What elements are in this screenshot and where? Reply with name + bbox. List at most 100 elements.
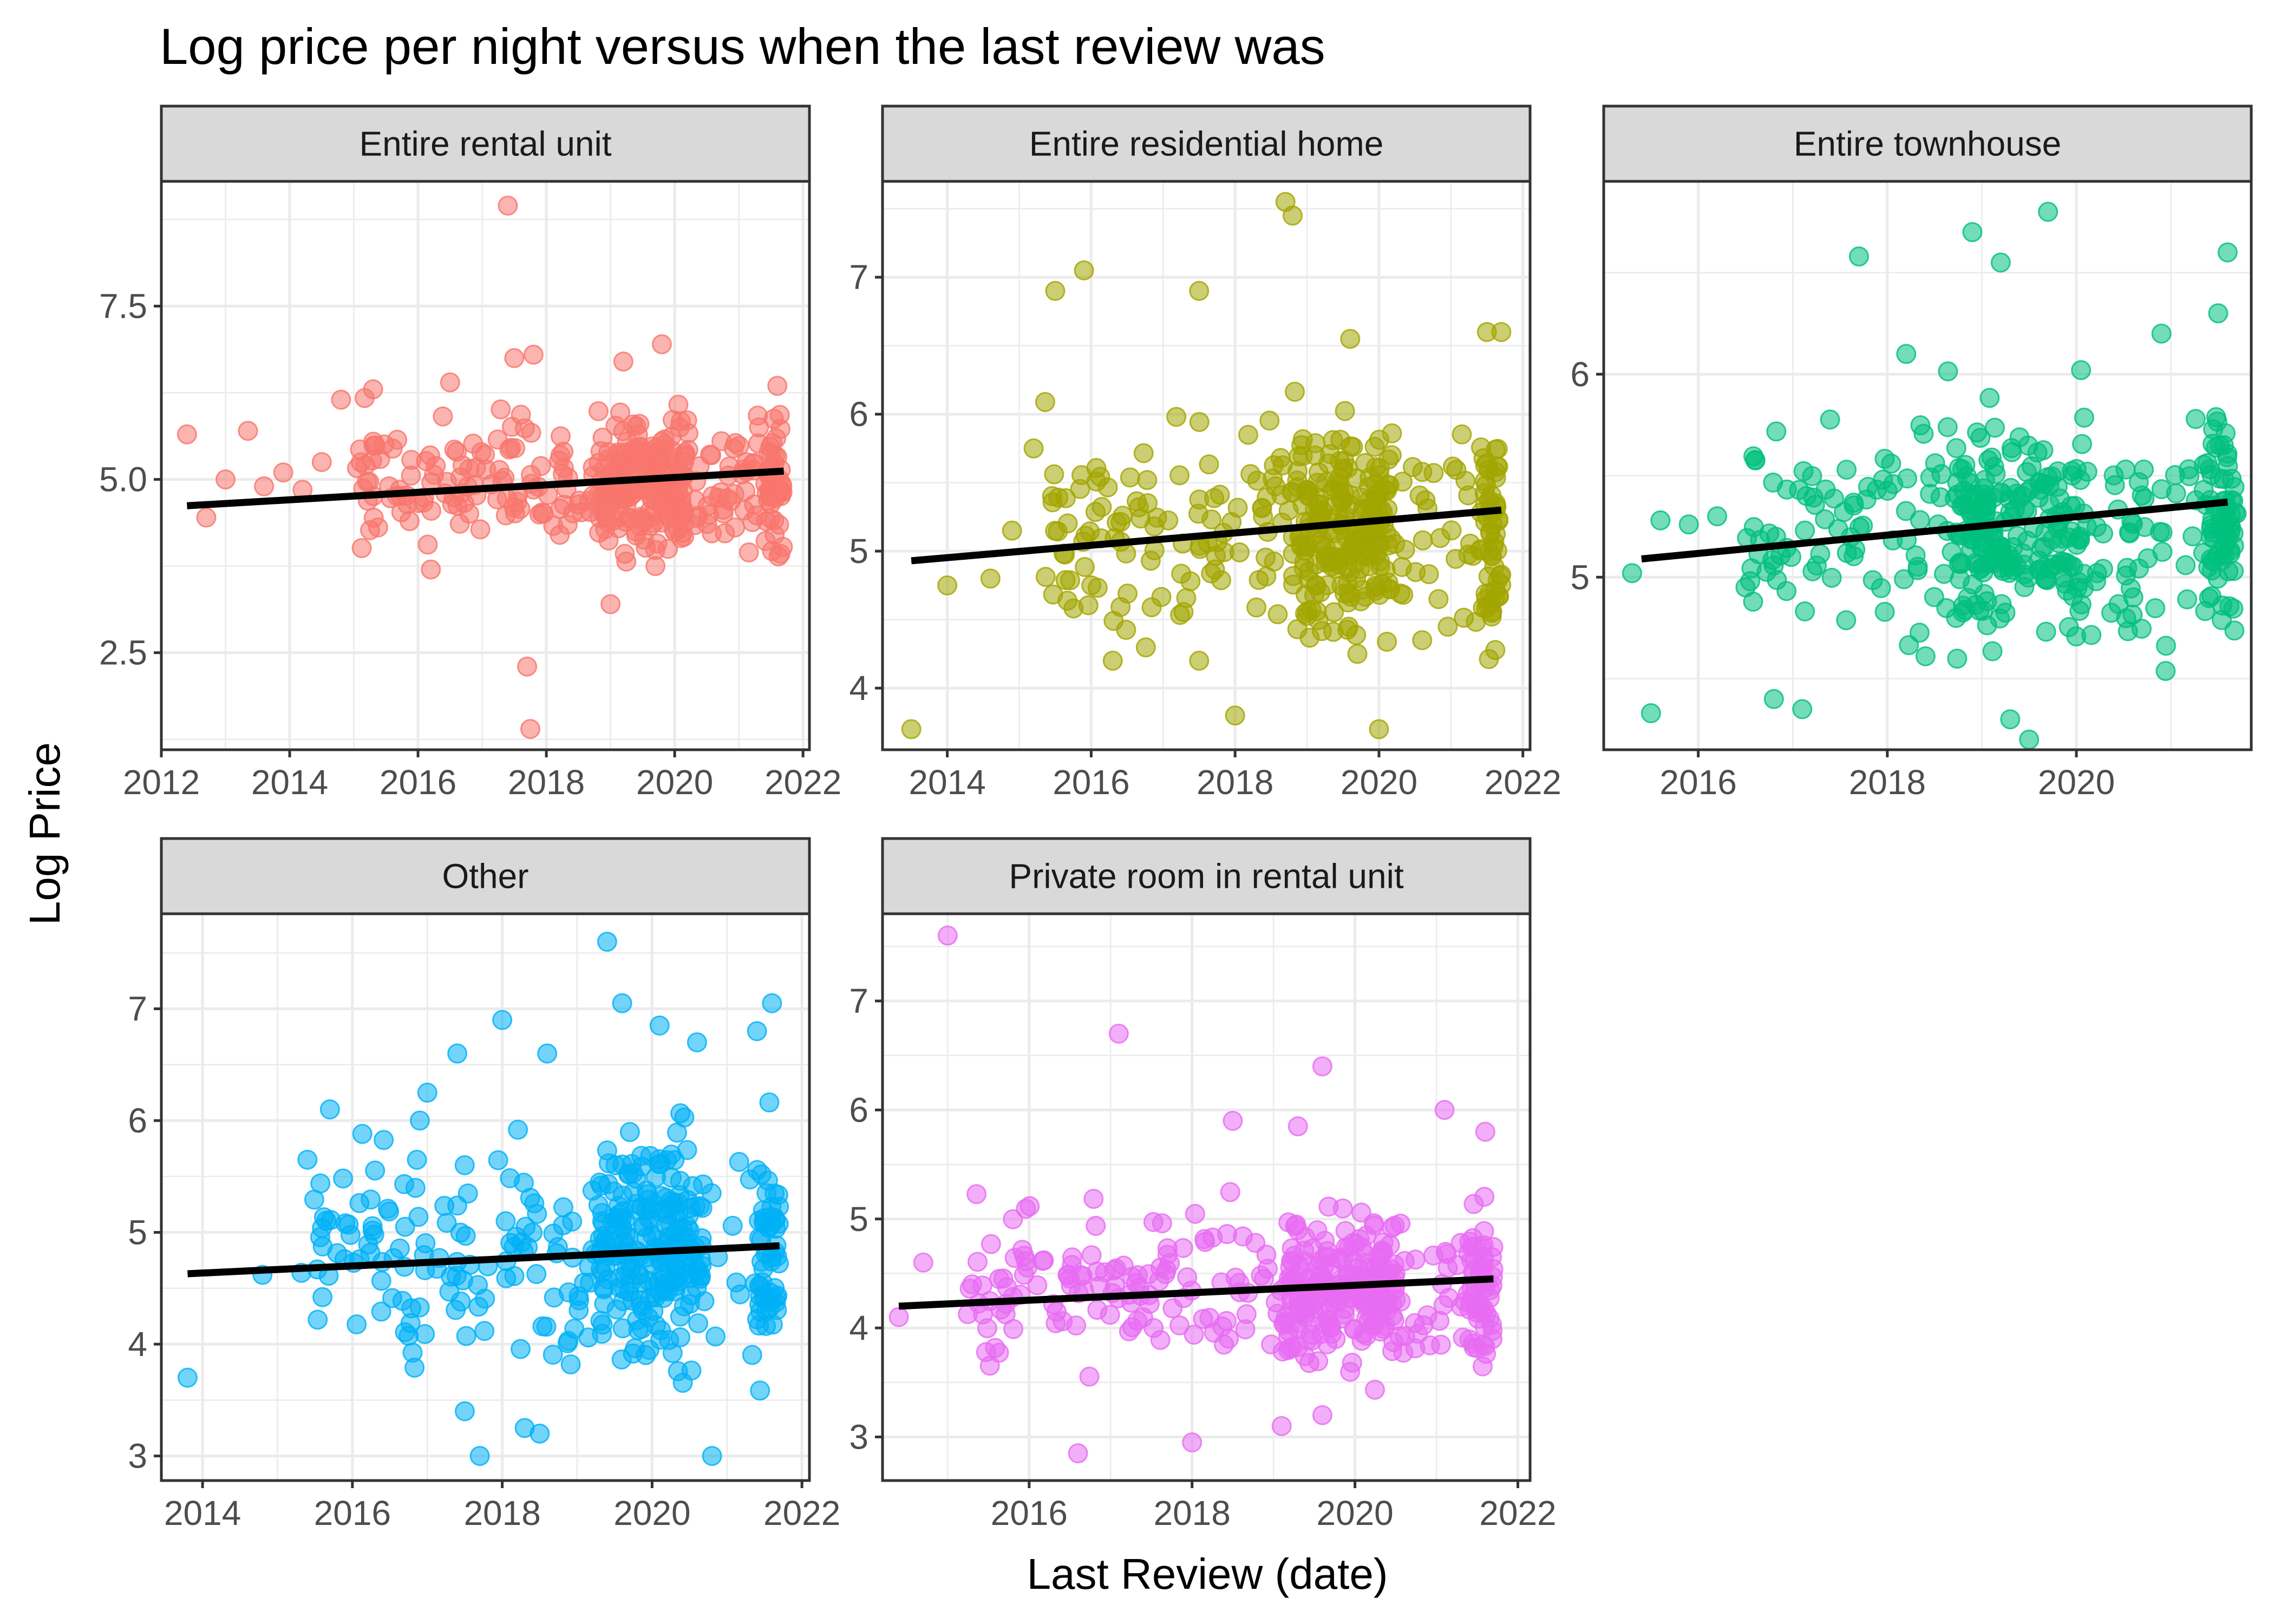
x-tick-label: 2022 — [1479, 1494, 1556, 1533]
data-point — [1952, 459, 1972, 480]
data-point — [1184, 1325, 1204, 1345]
data-point — [1081, 1245, 1102, 1266]
data-point — [413, 492, 434, 513]
data-point — [2151, 323, 2172, 344]
data-point — [1252, 498, 1272, 519]
data-point — [440, 372, 460, 392]
data-point — [1873, 469, 1893, 490]
data-point — [742, 512, 763, 532]
data-point — [511, 1339, 531, 1359]
data-point — [1247, 470, 1267, 491]
scatter-points — [177, 932, 789, 1466]
data-point — [1795, 601, 1815, 621]
data-point — [640, 1287, 661, 1308]
data-point — [365, 1160, 385, 1181]
data-point — [500, 1168, 520, 1189]
data-point — [2223, 598, 2244, 619]
x-tick-label: 2020 — [1341, 763, 1417, 802]
data-point — [972, 1304, 993, 1325]
data-point — [1295, 541, 1315, 561]
data-point — [766, 428, 787, 449]
data-point — [1086, 1216, 1106, 1236]
data-point — [1048, 521, 1068, 542]
data-point — [2208, 303, 2229, 324]
data-point — [748, 433, 768, 454]
data-point — [962, 1274, 982, 1295]
data-point — [1289, 1302, 1309, 1323]
data-point — [333, 1168, 354, 1189]
data-point — [1848, 246, 1869, 267]
data-point — [1044, 464, 1064, 484]
facet-panel: Entire townhouse 2016 2018 2020 5 6 — [1570, 104, 2253, 802]
data-point — [747, 1021, 767, 1042]
data-point — [1081, 575, 1102, 595]
x-tick-label: 2018 — [463, 1494, 540, 1533]
data-point — [659, 1330, 679, 1350]
x-tick-label: 2018 — [1849, 763, 1926, 802]
y-tick-label: 7 — [128, 990, 147, 1029]
data-point — [1137, 470, 1158, 490]
scatter-points — [177, 195, 793, 739]
data-point — [1285, 382, 1305, 402]
data-point — [700, 444, 720, 465]
x-tick-label: 2020 — [2038, 763, 2115, 802]
data-point — [666, 1122, 687, 1143]
data-point — [2209, 468, 2230, 489]
data-point — [1382, 1217, 1402, 1238]
data-point — [651, 334, 672, 355]
data-point — [1430, 1334, 1451, 1355]
data-point — [371, 1301, 391, 1322]
data-point — [1454, 607, 1474, 628]
data-point — [1325, 538, 1345, 558]
data-point — [1802, 561, 1823, 581]
x-tick-label: 2014 — [251, 763, 328, 802]
data-point — [408, 1207, 429, 1227]
data-point — [2201, 586, 2222, 606]
x-tick-label: 2020 — [636, 763, 713, 802]
data-point — [2077, 461, 2097, 482]
data-point — [1210, 484, 1230, 505]
data-point — [560, 1354, 581, 1374]
data-point — [1991, 538, 2012, 559]
data-point — [558, 1331, 579, 1351]
data-point — [1319, 1295, 1340, 1316]
data-point — [1312, 1056, 1332, 1077]
data-point — [1707, 506, 1728, 527]
data-point — [446, 1300, 466, 1320]
data-point — [659, 508, 679, 528]
data-point — [1962, 222, 1983, 243]
data-point — [1641, 703, 1661, 723]
data-point — [504, 348, 525, 369]
data-point — [1267, 604, 1288, 625]
data-point — [600, 594, 621, 614]
data-point — [2217, 242, 2238, 263]
data-point — [1133, 443, 1154, 463]
data-point — [2072, 434, 2092, 454]
data-point — [1430, 528, 1450, 548]
data-point — [747, 1160, 767, 1180]
data-point — [1370, 556, 1390, 577]
facet-panel: Entire rental unit 2012 2014 2016 2018 2020 20… — [99, 104, 841, 802]
y-tick-label: 5 — [849, 1200, 868, 1239]
x-tick-label: 2020 — [1316, 1494, 1393, 1533]
data-point — [436, 1213, 457, 1233]
data-point — [2074, 564, 2094, 584]
data-point — [611, 1349, 632, 1370]
data-point — [1967, 422, 1988, 443]
data-point — [1282, 205, 1303, 226]
data-point — [1355, 1253, 1375, 1273]
data-point — [421, 559, 441, 580]
data-point — [1982, 641, 2003, 662]
data-point — [407, 1149, 427, 1170]
chart-title: Log price per night versus when the last… — [160, 18, 1325, 75]
data-point — [379, 1201, 400, 1222]
y-tick-label: 2.5 — [99, 633, 147, 672]
data-point — [1259, 410, 1280, 431]
x-tick-label: 2012 — [123, 763, 200, 802]
y-tick-label: 3 — [849, 1417, 868, 1456]
data-point — [1836, 610, 1857, 631]
data-point — [1283, 574, 1303, 595]
data-point — [495, 1211, 516, 1232]
data-point — [1938, 361, 1958, 382]
data-point — [311, 452, 332, 473]
